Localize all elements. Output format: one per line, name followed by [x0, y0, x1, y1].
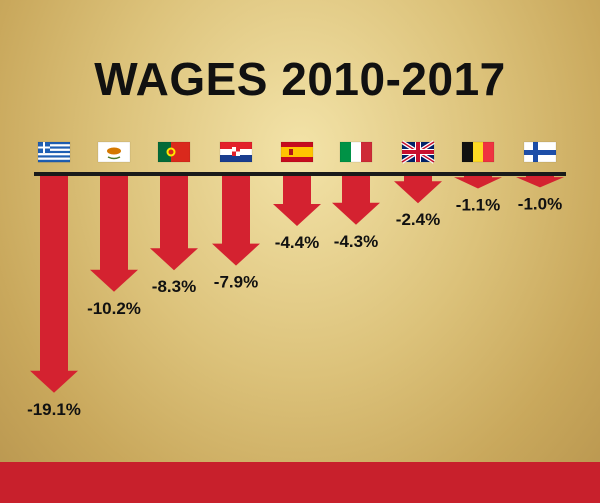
value-label: -19.1% [27, 400, 81, 419]
value-label: -1.1% [456, 195, 500, 214]
bar-portugal [150, 176, 198, 271]
bar-italy [332, 176, 380, 225]
italy-flag-icon [339, 141, 373, 163]
bar-spain [273, 176, 321, 226]
portugal-flag-icon [157, 141, 191, 163]
finland-flag-icon [523, 141, 557, 163]
bar-cyprus [90, 176, 138, 292]
value-label: -8.3% [152, 277, 196, 296]
greece-flag-icon [37, 141, 71, 163]
chart-title: WAGES 2010-2017 [94, 53, 506, 105]
bar-croatia [212, 176, 260, 266]
bars-layer [30, 176, 564, 393]
value-label: -1.0% [518, 194, 562, 213]
bar-greece [30, 176, 78, 393]
flags-layer [37, 140, 557, 164]
cyprus-flag-icon [97, 141, 131, 163]
bottom-band [0, 462, 600, 503]
spain-flag-icon [280, 141, 314, 163]
uk-flag-icon [400, 140, 436, 164]
value-label: -4.4% [275, 233, 319, 252]
bar-belgium [454, 176, 502, 189]
value-label: -4.3% [334, 232, 378, 251]
value-label: -7.9% [214, 273, 258, 292]
value-label: -10.2% [87, 299, 141, 318]
bar-united-kingdom [394, 176, 442, 204]
value-label: -2.4% [396, 210, 440, 229]
bar-finland [516, 176, 564, 188]
belgium-flag-icon [461, 141, 495, 163]
labels-layer: -19.1% -10.2% -8.3% -7.9% -4.4% -4.3% -2.4% -1.… [27, 194, 562, 418]
croatia-flag-icon [219, 141, 253, 163]
